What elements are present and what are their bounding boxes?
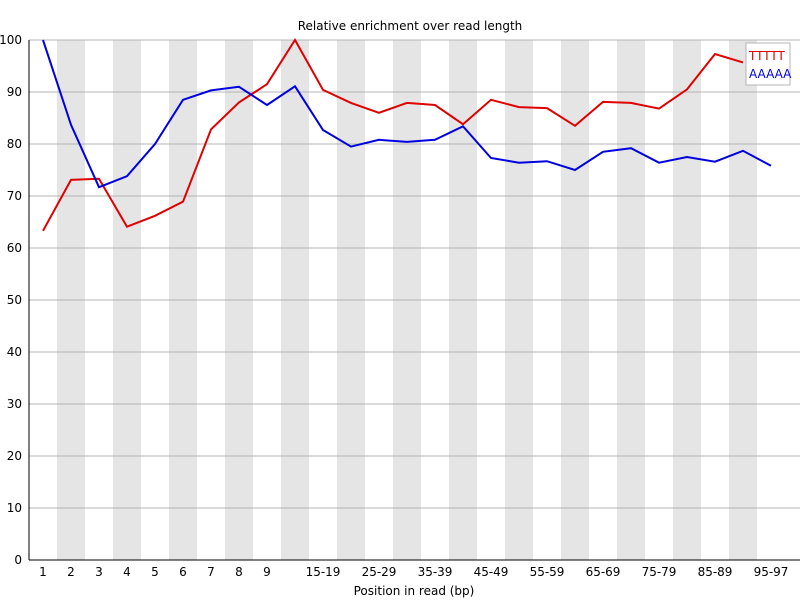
y-tick-label: 30 xyxy=(7,397,22,411)
x-tick-label: 9 xyxy=(263,565,271,579)
legend: TTTTT AAAAA xyxy=(745,42,792,86)
x-tick-label: 65-69 xyxy=(586,565,621,579)
chart-title: Relative enrichment over read length xyxy=(298,19,523,33)
x-tick-label: 2 xyxy=(67,565,75,579)
x-tick-label: 6 xyxy=(179,565,187,579)
legend-entry-ttttt: TTTTT xyxy=(748,49,785,63)
y-tick-label: 0 xyxy=(14,553,22,567)
y-tick-label: 100 xyxy=(0,33,22,47)
y-tick-label: 10 xyxy=(7,501,22,515)
y-tick-label: 60 xyxy=(7,241,22,255)
axes xyxy=(28,40,800,561)
x-tick-label: 35-39 xyxy=(418,565,453,579)
y-tick-label: 90 xyxy=(7,85,22,99)
series-lines xyxy=(42,38,772,232)
legend-box xyxy=(745,42,791,86)
x-tick-label: 45-49 xyxy=(474,565,509,579)
x-tick-label: 8 xyxy=(235,565,243,579)
x-tick-label: 95-97 xyxy=(754,565,789,579)
x-tick-label: 75-79 xyxy=(642,565,677,579)
x-tick-label: 7 xyxy=(207,565,215,579)
x-tick-label: 1 xyxy=(39,565,47,579)
y-tick-label: 50 xyxy=(7,293,22,307)
series-line-aaaaa xyxy=(42,39,772,189)
x-axis-label: Position in read (bp) xyxy=(354,584,475,598)
y-axis-ticks: 0 10 20 30 40 50 60 70 80 90 100 xyxy=(0,33,22,567)
x-tick-label: 5 xyxy=(151,565,159,579)
x-tick-label: 55-59 xyxy=(530,565,565,579)
y-tick-label: 40 xyxy=(7,345,22,359)
x-tick-label: 4 xyxy=(123,565,131,579)
series-line-ttttt xyxy=(42,38,744,232)
y-tick-label: 20 xyxy=(7,449,22,463)
x-tick-label: 3 xyxy=(95,565,103,579)
y-tick-label: 70 xyxy=(7,189,22,203)
y-tick-label: 80 xyxy=(7,137,22,151)
horizontal-gridlines xyxy=(29,39,800,509)
legend-entry-aaaaa: AAAAA xyxy=(749,67,792,81)
x-tick-label: 25-29 xyxy=(362,565,397,579)
x-tick-label: 15-19 xyxy=(306,565,341,579)
x-tick-label: 85-89 xyxy=(698,565,733,579)
x-axis-ticks: 1 2 3 4 5 6 7 8 9 15-19 25-29 35-39 45-49 55-59 65-69 7… xyxy=(39,565,788,579)
